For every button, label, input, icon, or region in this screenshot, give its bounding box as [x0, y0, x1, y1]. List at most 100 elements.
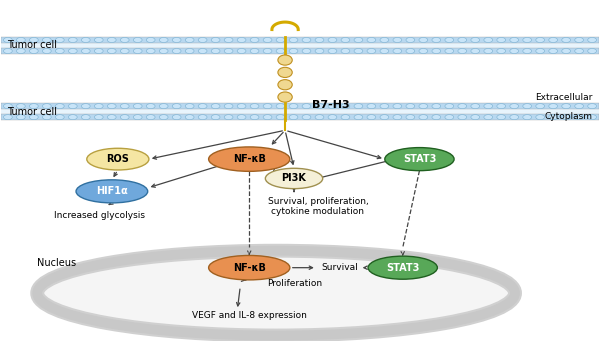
Circle shape: [68, 49, 77, 53]
Text: B7-H3: B7-H3: [312, 100, 350, 110]
Circle shape: [82, 49, 90, 53]
Circle shape: [510, 104, 518, 109]
Circle shape: [536, 49, 545, 53]
Circle shape: [406, 104, 415, 109]
Circle shape: [445, 38, 454, 42]
Circle shape: [211, 49, 220, 53]
Text: Nucleus: Nucleus: [37, 258, 76, 267]
Circle shape: [380, 38, 389, 42]
Circle shape: [159, 49, 168, 53]
Circle shape: [94, 38, 103, 42]
Circle shape: [588, 49, 596, 53]
Circle shape: [146, 115, 155, 120]
Ellipse shape: [87, 148, 149, 170]
Circle shape: [393, 49, 402, 53]
Circle shape: [458, 115, 467, 120]
Circle shape: [588, 38, 596, 42]
Circle shape: [536, 115, 545, 120]
Circle shape: [263, 104, 272, 109]
Circle shape: [302, 38, 311, 42]
Circle shape: [341, 115, 350, 120]
Circle shape: [471, 104, 479, 109]
Circle shape: [484, 49, 493, 53]
Text: Increased glycolysis: Increased glycolysis: [55, 211, 145, 220]
Ellipse shape: [385, 148, 454, 171]
Circle shape: [224, 115, 233, 120]
Circle shape: [185, 115, 194, 120]
Text: Cytoplasm: Cytoplasm: [545, 112, 593, 121]
Circle shape: [328, 38, 337, 42]
Circle shape: [172, 49, 181, 53]
Bar: [1, 109, 599, 114]
Circle shape: [121, 49, 129, 53]
Circle shape: [354, 38, 363, 42]
Circle shape: [523, 115, 532, 120]
Circle shape: [224, 49, 233, 53]
Circle shape: [380, 115, 389, 120]
Circle shape: [497, 104, 506, 109]
Circle shape: [341, 104, 350, 109]
Ellipse shape: [76, 180, 148, 203]
Circle shape: [289, 104, 298, 109]
Ellipse shape: [265, 168, 323, 189]
Text: Extracellular: Extracellular: [535, 93, 593, 102]
Circle shape: [328, 49, 337, 53]
Circle shape: [315, 115, 324, 120]
Ellipse shape: [278, 55, 292, 65]
Circle shape: [250, 49, 259, 53]
Circle shape: [121, 115, 129, 120]
Circle shape: [55, 49, 64, 53]
Circle shape: [432, 49, 441, 53]
Circle shape: [82, 115, 90, 120]
Circle shape: [237, 49, 246, 53]
Circle shape: [380, 104, 389, 109]
Circle shape: [367, 38, 376, 42]
Circle shape: [82, 104, 90, 109]
Circle shape: [471, 115, 479, 120]
Text: NF-κB: NF-κB: [233, 154, 266, 164]
Ellipse shape: [37, 251, 515, 336]
Text: Tumor cell: Tumor cell: [7, 107, 58, 117]
Circle shape: [55, 115, 64, 120]
Circle shape: [406, 49, 415, 53]
Circle shape: [146, 104, 155, 109]
Circle shape: [549, 104, 557, 109]
Circle shape: [16, 49, 25, 53]
Circle shape: [29, 38, 38, 42]
Text: Survival: Survival: [321, 263, 358, 272]
Circle shape: [43, 49, 51, 53]
Circle shape: [4, 49, 12, 53]
Circle shape: [198, 115, 207, 120]
Circle shape: [458, 49, 467, 53]
Circle shape: [198, 38, 207, 42]
Circle shape: [484, 38, 493, 42]
Circle shape: [575, 38, 584, 42]
Bar: [1, 43, 599, 48]
Circle shape: [367, 104, 376, 109]
Circle shape: [107, 115, 116, 120]
Circle shape: [380, 49, 389, 53]
Circle shape: [185, 104, 194, 109]
Text: Survival, proliferation,
cytokine modulation: Survival, proliferation, cytokine modula…: [268, 197, 368, 216]
Circle shape: [68, 115, 77, 120]
Circle shape: [237, 38, 246, 42]
Circle shape: [419, 49, 428, 53]
Circle shape: [263, 49, 272, 53]
Circle shape: [367, 115, 376, 120]
Circle shape: [107, 38, 116, 42]
Bar: [1, 37, 599, 43]
Circle shape: [562, 38, 571, 42]
Circle shape: [211, 115, 220, 120]
Ellipse shape: [278, 80, 292, 90]
Circle shape: [315, 49, 324, 53]
Circle shape: [432, 38, 441, 42]
Circle shape: [458, 38, 467, 42]
Circle shape: [172, 38, 181, 42]
Text: STAT3: STAT3: [403, 154, 436, 164]
Circle shape: [94, 104, 103, 109]
Circle shape: [575, 49, 584, 53]
Circle shape: [315, 104, 324, 109]
Circle shape: [575, 104, 584, 109]
Circle shape: [354, 115, 363, 120]
Circle shape: [471, 49, 479, 53]
